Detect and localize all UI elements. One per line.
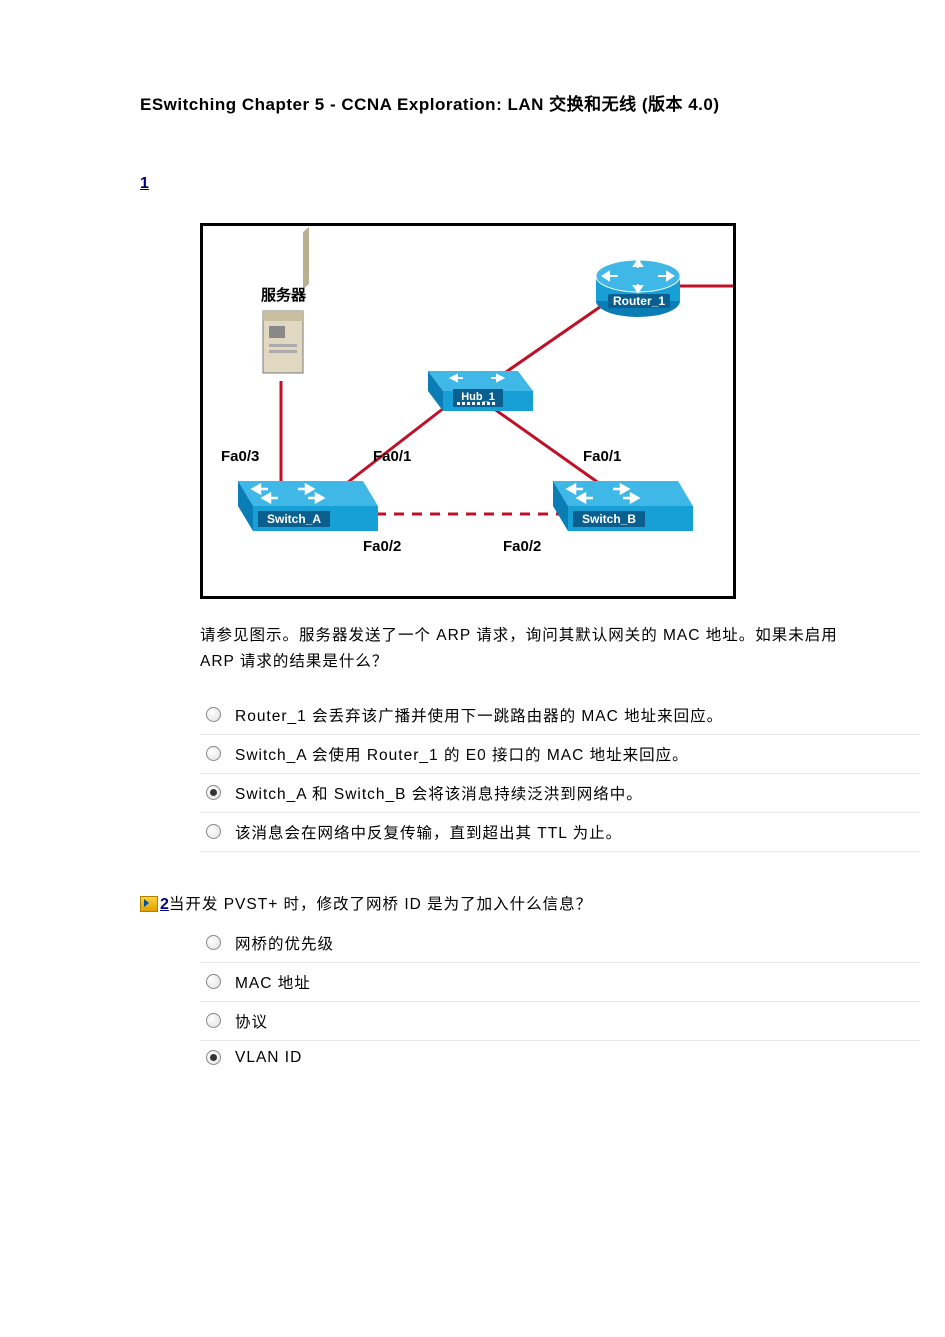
option-label: Switch_A 和 Switch_B 会将该消息持续泛洪到网络中。 [235,782,643,804]
label-fa03: Fa0/3 [221,448,259,465]
radio-icon[interactable] [206,1013,221,1028]
q2-option-0[interactable]: 网桥的优先级 [200,924,920,963]
q1-option-0[interactable]: Router_1 会丢弃该广播并使用下一跳路由器的 MAC 地址来回应。 [200,696,920,735]
q2-option-2[interactable]: 协议 [200,1002,920,1041]
svg-text:Switch_B: Switch_B [582,512,636,526]
option-label: VLAN ID [235,1049,302,1067]
option-label: MAC 地址 [235,971,311,993]
svg-text:Switch_A: Switch_A [267,512,321,526]
label-fa01-b: Fa0/1 [583,448,621,465]
label-fa02-a: Fa0/2 [363,538,401,555]
page-title: ESwitching Chapter 5 - CCNA Exploration:… [140,90,920,115]
option-label: 协议 [235,1010,268,1032]
radio-icon[interactable] [206,935,221,950]
diagram-svg: Router_1 Hub_1 [203,226,733,596]
q2-option-1[interactable]: MAC 地址 [200,963,920,1002]
svg-text:Hub_1: Hub_1 [461,391,495,403]
question-number-1[interactable]: 1 [140,175,920,193]
radio-icon[interactable] [206,1050,221,1065]
question-2-options: 网桥的优先级 MAC 地址 协议 VLAN ID [200,924,920,1075]
label-server: 服务器 [261,284,306,305]
option-label: Router_1 会丢弃该广播并使用下一跳路由器的 MAC 地址来回应。 [235,704,723,726]
label-fa01-a: Fa0/1 [373,448,411,465]
option-label: 该消息会在网络中反复传输，直到超出其 TTL 为止。 [235,821,622,843]
option-label: 网桥的优先级 [235,932,334,954]
flag-icon [140,896,158,912]
question-2-heading: 2当开发 PVST+ 时，修改了网桥 ID 是为了加入什么信息？ [140,892,920,914]
question-number-2[interactable]: 2 [160,896,169,913]
q1-option-2[interactable]: Switch_A 和 Switch_B 会将该消息持续泛洪到网络中。 [200,774,920,813]
label-fa02-b: Fa0/2 [503,538,541,555]
switch-a-icon: Switch_A [238,481,378,531]
radio-icon[interactable] [206,824,221,839]
question-1-options: Router_1 会丢弃该广播并使用下一跳路由器的 MAC 地址来回应。 Swi… [200,696,920,852]
svg-text:Router_1: Router_1 [613,294,665,308]
q1-option-3[interactable]: 该消息会在网络中反复传输，直到超出其 TTL 为止。 [200,813,920,852]
q1-option-1[interactable]: Switch_A 会使用 Router_1 的 E0 接口的 MAC 地址来回应… [200,735,920,774]
radio-icon[interactable] [206,707,221,722]
radio-icon[interactable] [206,974,221,989]
question-2-text: 当开发 PVST+ 时，修改了网桥 ID 是为了加入什么信息？ [169,896,592,913]
router-icon: Router_1 [596,260,680,317]
option-label: Switch_A 会使用 Router_1 的 E0 接口的 MAC 地址来回应… [235,743,689,765]
radio-icon[interactable] [206,785,221,800]
question-1-text: 请参见图示。服务器发送了一个 ARP 请求，询问其默认网关的 MAC 地址。如果… [200,623,920,676]
hub-icon: Hub_1 [428,371,533,411]
switch-b-icon: Switch_B [553,481,693,531]
q2-option-3[interactable]: VLAN ID [200,1041,920,1075]
network-diagram: Router_1 Hub_1 [200,223,736,599]
radio-icon[interactable] [206,746,221,761]
